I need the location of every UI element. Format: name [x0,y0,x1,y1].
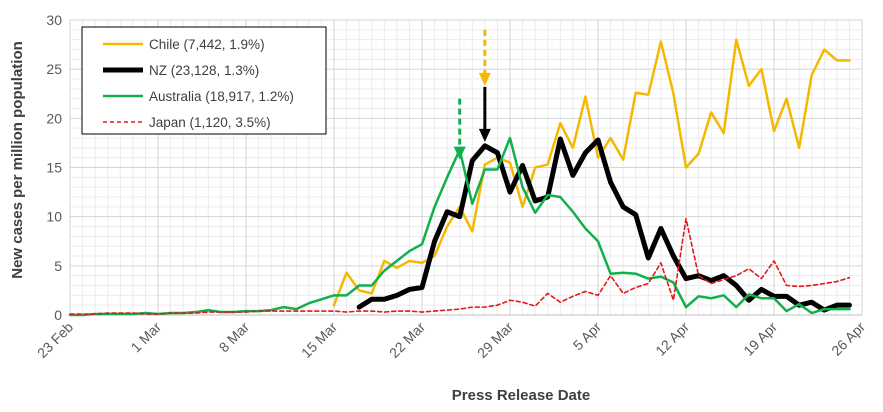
x-tick-label: 22 Mar [386,319,428,361]
annotations [453,29,491,160]
legend-label: Australia (18,917, 1.2%) [149,89,294,104]
annotation-arrow-head [478,128,491,142]
y-tick-label: 25 [46,61,62,77]
y-tick-label: 0 [54,307,62,323]
series-lines [68,38,852,317]
x-tick-label: 15 Mar [298,319,340,361]
x-tick-label: 23 Feb [34,319,76,361]
annotation-arrow-head [453,146,466,160]
legend-label: Japan (1,120, 3.5%) [149,115,271,130]
series-line-japan [69,217,851,315]
y-tick-label: 20 [46,110,62,126]
x-tick-label: 1 Mar [127,319,164,356]
y-tick-label: 5 [54,258,62,274]
x-axis-label: Press Release Date [452,387,590,404]
y-tick-label: 10 [46,209,62,225]
x-tick-label: 29 Mar [474,319,516,361]
x-tick-label: 5 Apr [570,319,605,354]
y-axis-label: New cases per million population [9,41,26,279]
legend-label: Chile (7,442, 1.9%) [149,37,265,52]
series-line-chile [332,38,851,307]
series-line-nz [356,136,852,313]
y-tick-label: 30 [46,12,62,28]
x-tick-label: 12 Apr [652,319,692,359]
x-tick-label: 19 Apr [740,319,780,359]
annotation-arrow-head [478,72,491,86]
legend-label: NZ (23,128, 1.3%) [149,63,259,78]
y-tick-label: 15 [46,160,62,176]
legend: Chile (7,442, 1.9%) NZ (23,128, 1.3%) Aust… [81,26,327,135]
x-tick-label: 8 Mar [215,319,252,356]
x-tick-label: 26 Apr [828,319,868,359]
